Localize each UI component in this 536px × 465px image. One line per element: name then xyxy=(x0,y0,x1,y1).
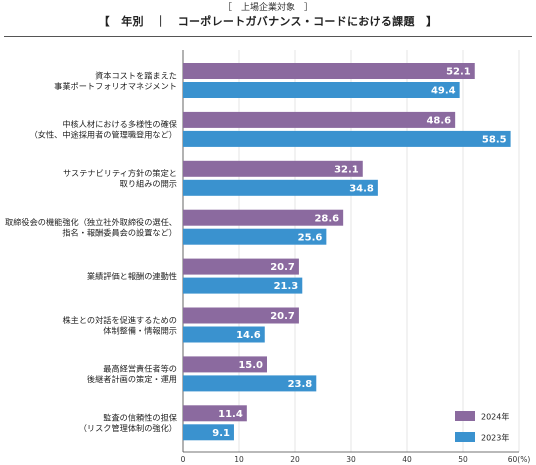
x-tick-label: 60(%) xyxy=(508,455,531,464)
category-label: 中核人材における多様性の確保 xyxy=(62,119,177,129)
x-tick-label: 30 xyxy=(346,455,356,464)
bar-2023年 xyxy=(183,326,265,343)
bar-2024年 xyxy=(183,258,299,275)
category-label: 体制整備・情報開示 xyxy=(103,325,177,335)
bar-2023年 xyxy=(183,228,327,245)
bar-2023年 xyxy=(183,179,378,196)
legend-label: 2023年 xyxy=(481,433,509,443)
chart-title: 【 年別 ｜ コーポレートガバナンス・コードにおける課題 】 xyxy=(98,15,438,28)
data-label: 34.8 xyxy=(349,183,374,194)
data-label: 21.3 xyxy=(274,281,299,292)
category-label: 取り組みの開示 xyxy=(120,179,177,189)
category-label: 株主との対話を促進するための xyxy=(62,315,177,325)
data-label: 32.1 xyxy=(334,164,359,175)
data-label: 28.6 xyxy=(314,213,339,224)
category-label: 資本コストを踏まえた xyxy=(95,70,177,80)
bar-2024年 xyxy=(183,307,299,324)
data-label: 9.1 xyxy=(212,428,230,439)
chart-subtitle: ［ 上場企業対象 ］ xyxy=(222,3,313,13)
x-tick-label: 20 xyxy=(290,455,300,464)
data-label: 20.7 xyxy=(270,311,295,322)
bar-2023年 xyxy=(183,375,317,392)
bar-2023年 xyxy=(183,82,460,98)
category-label: （リスク管理体制の強化） xyxy=(79,423,177,433)
data-label: 23.8 xyxy=(288,379,313,390)
x-tick-label: 0 xyxy=(181,455,186,464)
bar-2023年 xyxy=(183,424,234,441)
bar-2024年 xyxy=(183,405,247,422)
category-label: サステナビリティ方針の策定と xyxy=(63,168,177,178)
data-label: 49.4 xyxy=(431,86,456,97)
bar-2024年 xyxy=(183,356,267,373)
category-label: 取締役会の機能強化（独立社外取締役の選任、 xyxy=(5,217,177,227)
bar-2024年 xyxy=(183,160,363,177)
category-label: 事業ポートフォリオマネジメント xyxy=(54,81,177,91)
data-label: 52.1 xyxy=(446,67,471,78)
legend-label: 2024年 xyxy=(481,412,509,422)
category-label: 業績評価と報酬の連動性 xyxy=(87,271,177,281)
category-label: （女性、中途採用者の管理職登用など） xyxy=(30,130,177,140)
category-label: 最高経営責任者等の xyxy=(103,364,177,374)
bar-2023年 xyxy=(183,277,303,294)
bar-2024年 xyxy=(183,209,344,226)
category-label: 監査の信頼性の担保 xyxy=(103,413,178,423)
data-label: 58.5 xyxy=(482,135,507,146)
category-label: 指名・報酬委員会の設置など） xyxy=(62,227,177,237)
bar-2024年 xyxy=(183,63,475,79)
x-tick-label: 40 xyxy=(402,455,412,464)
bar-2023年 xyxy=(183,130,511,147)
x-tick-label: 10 xyxy=(234,455,244,464)
legend-swatch xyxy=(455,411,475,421)
title-rule xyxy=(4,36,532,37)
data-label: 14.6 xyxy=(236,330,261,341)
bar-2024年 xyxy=(183,111,456,128)
x-tick-label: 50 xyxy=(458,455,468,464)
category-label: 後継者計画の策定・運用 xyxy=(87,374,177,384)
data-label: 15.0 xyxy=(238,360,263,371)
data-label: 25.6 xyxy=(298,232,323,243)
data-label: 20.7 xyxy=(270,262,295,273)
legend-swatch xyxy=(455,432,475,442)
data-label: 11.4 xyxy=(218,409,243,420)
data-label: 48.6 xyxy=(426,116,451,127)
